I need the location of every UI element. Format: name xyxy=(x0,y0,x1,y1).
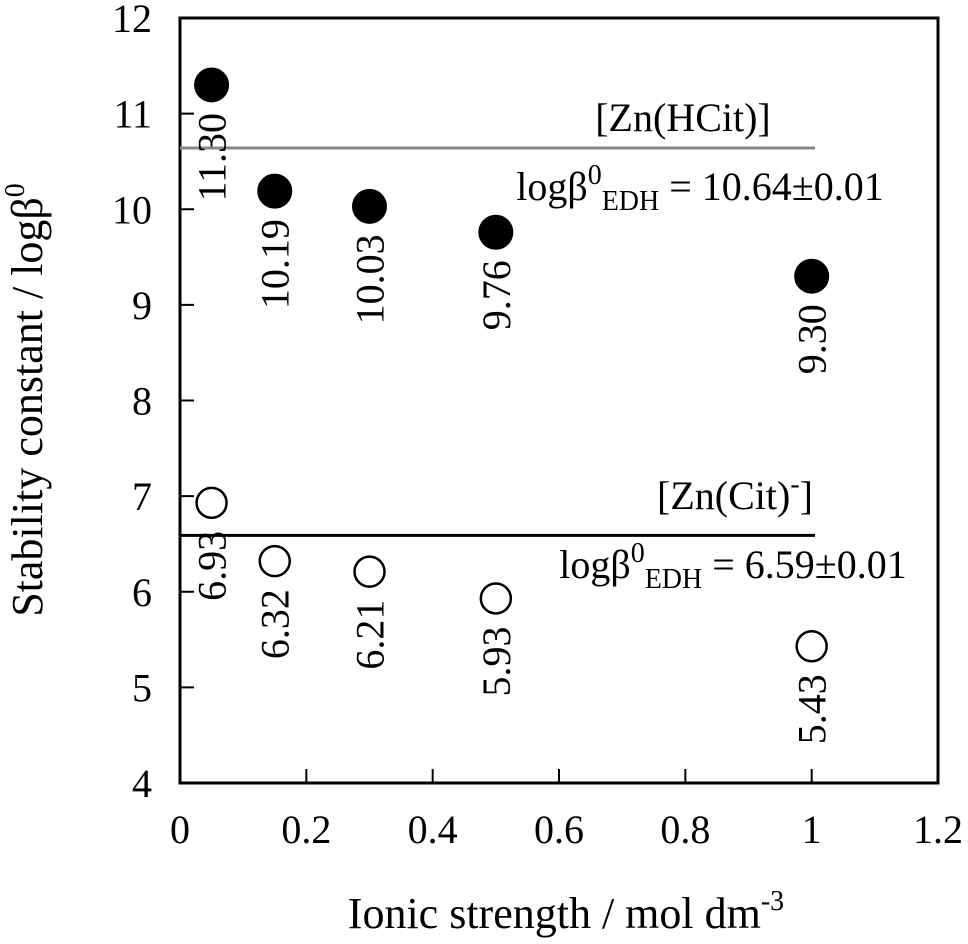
y-tick-label: 5 xyxy=(132,665,152,710)
hcit-eq-prefix: logβ xyxy=(516,164,587,209)
filled-data-point xyxy=(794,258,830,294)
hcit-species-label: [Zn(HCit)] xyxy=(595,95,771,140)
open-data-point xyxy=(258,544,291,578)
x-axis-title-superscript: -3 xyxy=(761,886,784,917)
x-tick-label: 0.8 xyxy=(660,807,710,852)
cit-species-label: [Zn(Cit)-] xyxy=(657,469,813,518)
data-labels: 11.30 10.19 10.03 9.76 9.30 6.93 6.32 6.21 5.93 5… xyxy=(190,113,835,744)
y-tick-label: 12 xyxy=(112,0,152,41)
y-tick-label: 9 xyxy=(132,283,152,328)
y-tick-label: 8 xyxy=(132,379,152,424)
data-points xyxy=(194,67,830,663)
data-label: 6.32 xyxy=(253,589,298,659)
hcit-eq-subscript: EDH xyxy=(602,186,660,217)
x-tick-label: 0.6 xyxy=(534,807,584,852)
y-axis-title-superscript: 0 xyxy=(0,183,31,197)
x-axis-title: Ionic strength / mol dm-3 xyxy=(348,886,784,938)
open-data-point xyxy=(195,486,228,520)
data-label: 10.03 xyxy=(348,234,393,324)
filled-data-point xyxy=(478,214,514,250)
x-tick-label: 0.4 xyxy=(408,807,458,852)
cit-species-text: [Zn(Cit) xyxy=(657,473,790,518)
y-tick-label: 7 xyxy=(132,474,152,519)
x-tick-label: 1.2 xyxy=(913,807,963,852)
axis-ticks: 0 0.2 0.4 0.6 0.8 1 1.2 4 5 6 7 8 9 10 11 12 xyxy=(112,0,963,852)
data-label: 5.43 xyxy=(790,674,835,744)
hcit-equation: logβ0EDH = 10.64±0.01 xyxy=(516,160,884,217)
hcit-eq-value: = 10.64±0.01 xyxy=(659,164,884,209)
data-label: 10.19 xyxy=(253,219,298,309)
open-data-point xyxy=(353,555,386,588)
y-tick-label: 4 xyxy=(132,761,152,806)
y-axis-title-text: Stability constant / logβ xyxy=(3,197,52,617)
open-data-point xyxy=(795,630,828,663)
y-tick-label: 10 xyxy=(112,187,152,232)
x-tick-label: 1 xyxy=(802,807,822,852)
cit-eq-prefix: logβ xyxy=(559,542,630,587)
plot-frame xyxy=(178,16,940,785)
x-axis-title-text: Ionic strength / mol dm xyxy=(348,889,761,938)
data-label: 5.93 xyxy=(474,626,519,696)
cit-eq-superscript: 0 xyxy=(631,538,645,569)
hcit-eq-superscript: 0 xyxy=(588,160,602,191)
y-axis-title: Stability constant / logβ0 xyxy=(0,183,52,617)
cit-eq-subscript: EDH xyxy=(645,564,703,595)
data-label: 6.93 xyxy=(190,531,235,601)
cit-eq-value: = 6.59±0.01 xyxy=(702,542,907,587)
y-tick-label: 6 xyxy=(132,570,152,615)
filled-data-point xyxy=(257,173,293,209)
reference-lines xyxy=(180,146,815,537)
x-tick-label: 0 xyxy=(170,807,190,852)
cit-species-superscript: - xyxy=(790,469,799,500)
filled-data-point xyxy=(194,67,230,103)
cit-species-close: ] xyxy=(800,473,813,518)
x-tick-label: 0.2 xyxy=(281,807,331,852)
data-label: 9.30 xyxy=(790,304,835,374)
filled-data-point xyxy=(352,188,387,224)
y-tick-label: 11 xyxy=(113,92,152,137)
open-data-point xyxy=(479,582,513,615)
data-label: 6.21 xyxy=(348,600,393,670)
data-label: 9.76 xyxy=(474,260,519,330)
cit-equation: logβ0EDH = 6.59±0.01 xyxy=(559,538,907,595)
data-label: 11.30 xyxy=(190,113,235,202)
